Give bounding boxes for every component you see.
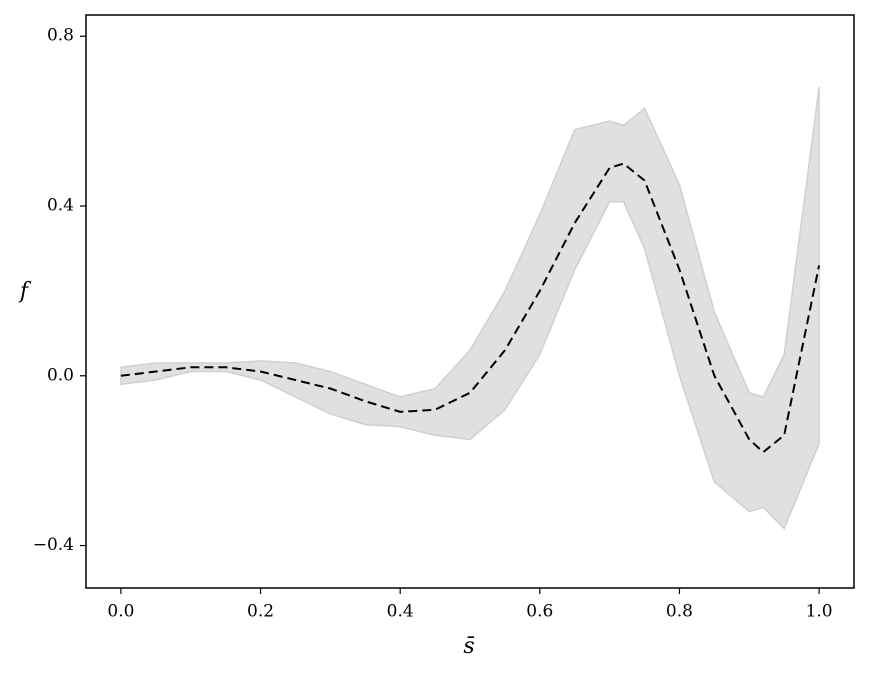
x-tick-label: 1.0 [806, 602, 833, 622]
x-tick-label: 0.4 [387, 602, 414, 622]
confidence-band [120, 87, 820, 530]
plot-frame [85, 14, 855, 589]
y-tick-label: 0.4 [47, 196, 74, 216]
y-tick-label: 0.0 [47, 365, 74, 385]
line-series [120, 162, 821, 454]
x-tick-label: 0.6 [526, 602, 553, 622]
y-tick-label: 0.8 [47, 26, 74, 46]
x-tick-label: 0.0 [107, 602, 134, 622]
x-tick-label: 0.2 [247, 602, 274, 622]
x-axis-label: s̄ [463, 634, 474, 659]
y-tick-label: −0.4 [33, 535, 74, 555]
y-axis-label: f [18, 279, 32, 304]
x-tick-label: 0.8 [666, 602, 693, 622]
